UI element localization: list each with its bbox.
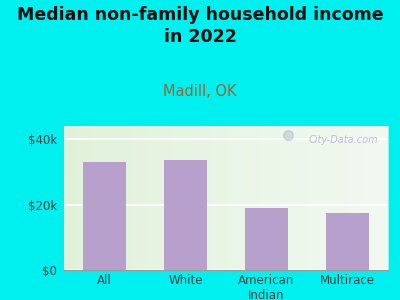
Text: City-Data.com: City-Data.com bbox=[309, 135, 378, 145]
Bar bbox=[84, 162, 126, 270]
Bar bbox=[326, 213, 368, 270]
Text: Madill, OK: Madill, OK bbox=[163, 84, 237, 99]
Bar bbox=[246, 208, 288, 270]
Bar bbox=[164, 160, 206, 270]
Text: Median non-family household income
in 2022: Median non-family household income in 20… bbox=[17, 6, 383, 46]
